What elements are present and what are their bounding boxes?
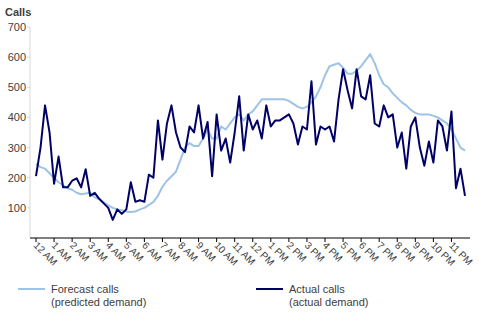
tick-label: 7 AM — [158, 240, 182, 264]
tick-label: 4 AM — [104, 240, 128, 264]
tick-label: 2 PM — [284, 240, 308, 264]
legend-label: Actual calls(actual demand) — [289, 283, 369, 308]
tick-label: 100 — [8, 202, 26, 214]
legend-label: Forecast calls(predicted demand) — [51, 283, 146, 308]
legend-line: (predicted demand) — [51, 296, 146, 308]
series-line — [36, 69, 465, 220]
axis-title: Calls — [5, 6, 31, 18]
tick-label: 300 — [8, 142, 26, 154]
tick-label: 11 PM — [447, 240, 475, 268]
tick-label: 5 PM — [339, 240, 363, 264]
tick-label: 600 — [8, 51, 26, 63]
legend-line: Forecast calls — [51, 283, 119, 295]
tick-label: 4 PM — [321, 240, 345, 264]
tick-label: 7 PM — [375, 240, 399, 264]
tick-label: 1 PM — [266, 240, 290, 264]
legend-line: (actual demand) — [289, 296, 369, 308]
plot-area — [36, 54, 465, 220]
tick-label: 9 AM — [194, 240, 218, 264]
tick-label: 700 — [8, 21, 26, 33]
tick-label: 8 PM — [393, 240, 417, 264]
tick-label: 400 — [8, 111, 26, 123]
tick-label: 3 PM — [303, 240, 327, 264]
tick-label: 6 AM — [140, 240, 164, 264]
tick-label: 2 AM — [68, 240, 92, 264]
tick-label: 500 — [8, 81, 26, 93]
y-axis — [30, 27, 31, 238]
x-axis — [30, 238, 470, 239]
tick-label: 1 AM — [50, 240, 74, 264]
legend-swatch — [256, 288, 283, 290]
chart: Calls10020030040050060070012 AM1 AM2 AM3… — [0, 0, 479, 324]
tick-label: 200 — [8, 172, 26, 184]
legend-line: Actual calls — [289, 283, 345, 295]
tick-label: 9 PM — [411, 240, 435, 264]
legend-swatch — [18, 288, 45, 290]
tick-label: 6 PM — [357, 240, 381, 264]
tick-label: 3 AM — [86, 240, 110, 264]
tick-label: 8 AM — [176, 240, 200, 264]
tick-label: 5 AM — [122, 240, 146, 264]
